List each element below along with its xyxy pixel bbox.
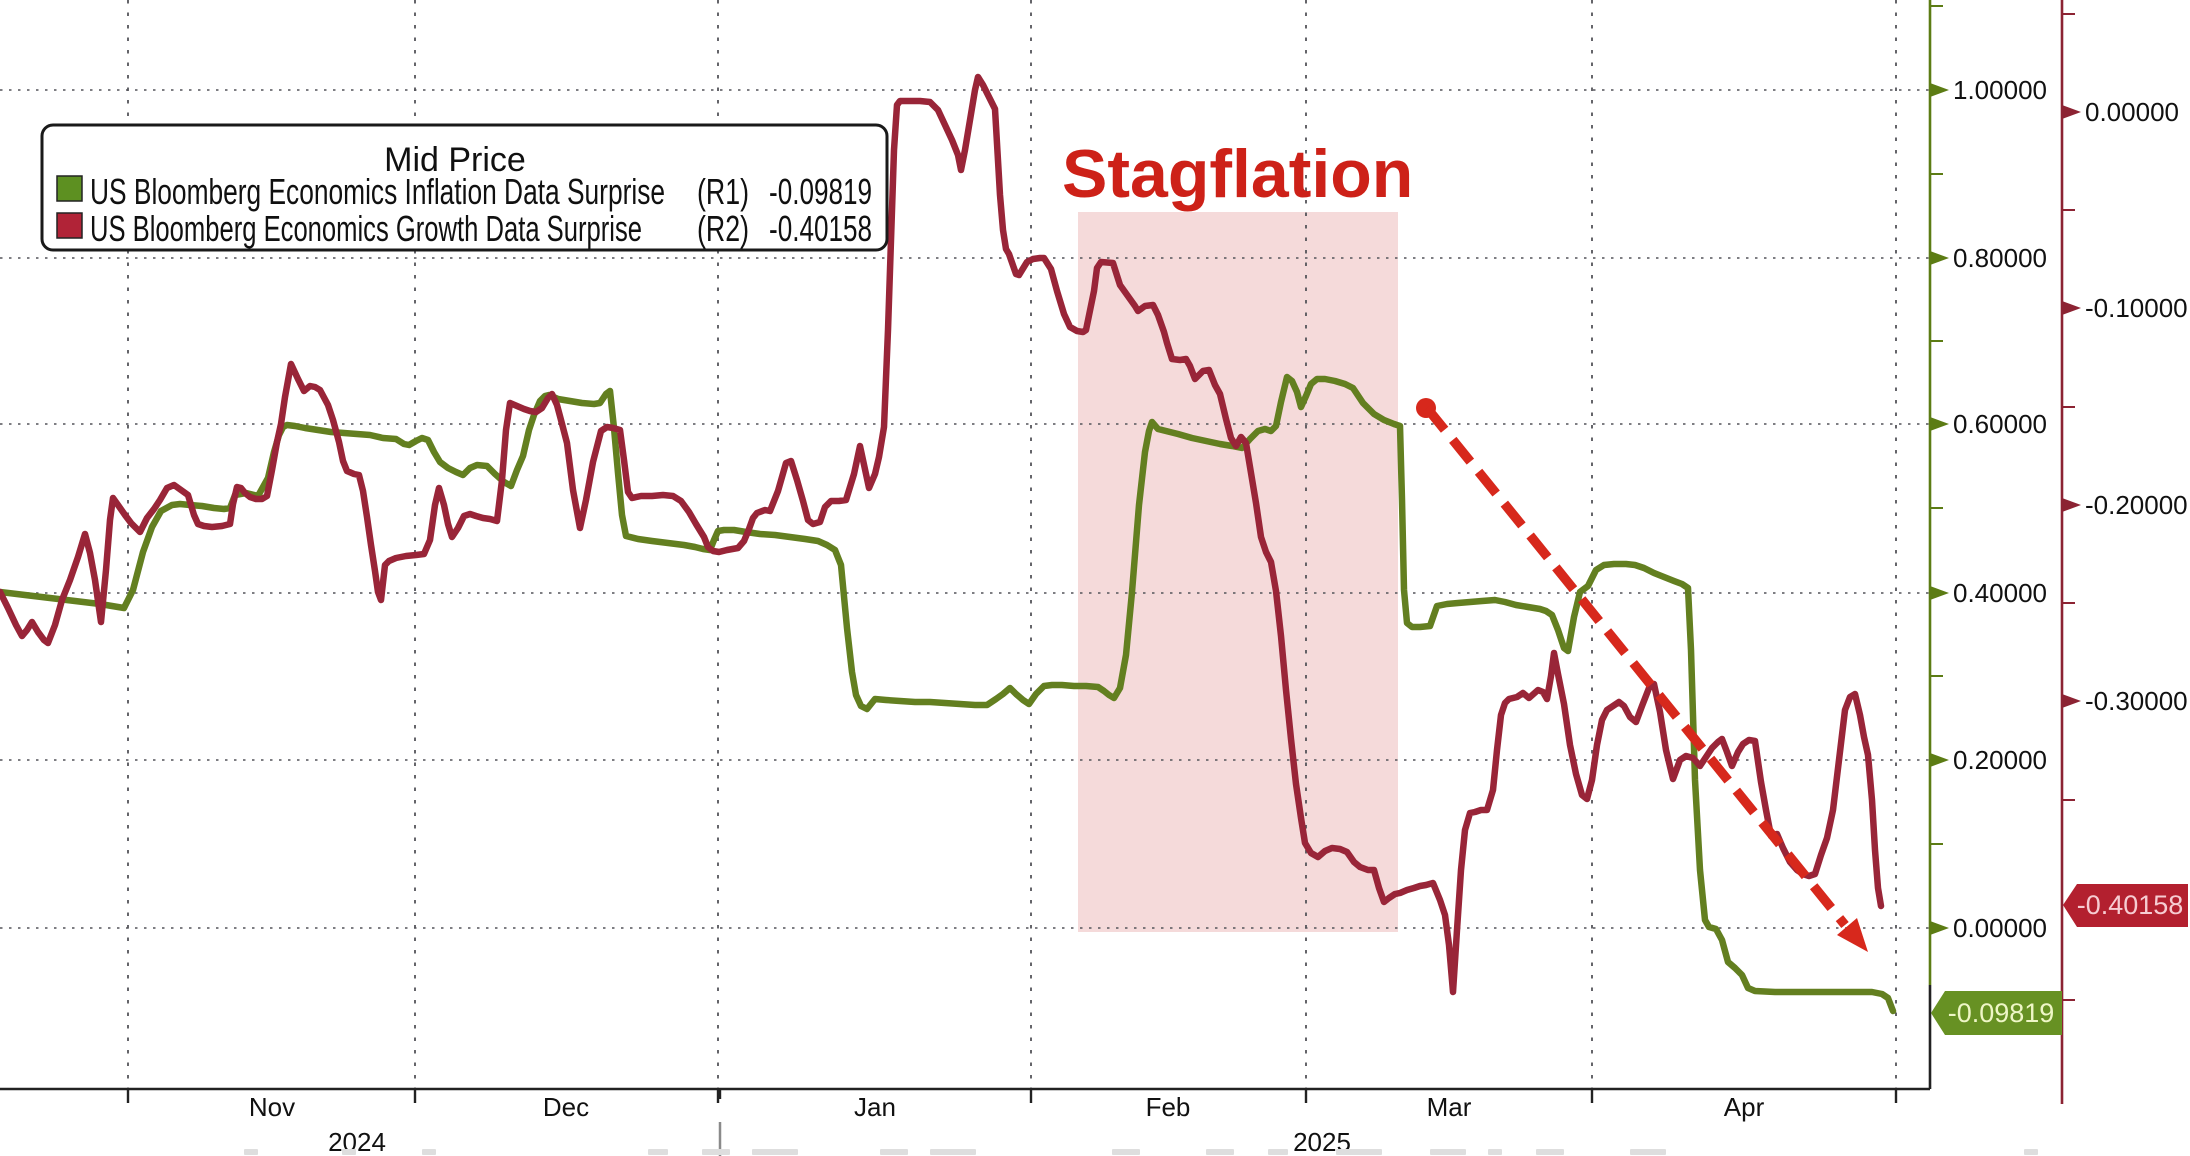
svg-text:Mid Price: Mid Price	[384, 141, 526, 179]
svg-text:2024: 2024	[328, 1127, 386, 1156]
svg-text:-0.40158: -0.40158	[2077, 890, 2184, 920]
svg-text:0.40000: 0.40000	[1953, 578, 2047, 608]
svg-text:Mar: Mar	[1427, 1092, 1472, 1122]
svg-text:-0.30000: -0.30000	[2085, 686, 2188, 716]
svg-text:0.00000: 0.00000	[1953, 913, 2047, 943]
svg-text:Feb: Feb	[1146, 1092, 1191, 1122]
svg-text:(R1): (R1)	[697, 171, 749, 212]
svg-text:-0.40158: -0.40158	[769, 208, 872, 249]
svg-text:Apr: Apr	[1724, 1092, 1765, 1122]
svg-text:Nov: Nov	[249, 1092, 295, 1122]
svg-text:-0.10000: -0.10000	[2085, 293, 2188, 323]
svg-text:0.20000: 0.20000	[1953, 745, 2047, 775]
svg-text:Dec: Dec	[543, 1092, 589, 1122]
svg-text:US Bloomberg Economics Growth: US Bloomberg Economics Growth Data Surpr…	[90, 208, 642, 249]
svg-text:0.00000: 0.00000	[2085, 97, 2179, 127]
svg-text:(R2): (R2)	[697, 208, 749, 249]
svg-text:US Bloomberg Economics Inflati: US Bloomberg Economics Inflation Data Su…	[90, 171, 665, 212]
svg-text:Stagflation: Stagflation	[1062, 136, 1413, 212]
svg-text:0.60000: 0.60000	[1953, 409, 2047, 439]
svg-text:1.00000: 1.00000	[1953, 75, 2047, 105]
svg-text:-0.20000: -0.20000	[2085, 490, 2188, 520]
svg-text:-0.09819: -0.09819	[1948, 998, 2055, 1028]
svg-text:Jan: Jan	[854, 1092, 896, 1122]
svg-text:0.80000: 0.80000	[1953, 243, 2047, 273]
svg-text:-0.09819: -0.09819	[769, 171, 872, 212]
